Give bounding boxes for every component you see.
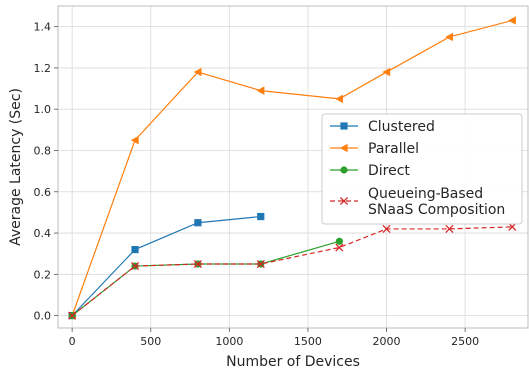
x-tick-label: 1500	[294, 335, 322, 348]
legend-label: Direct	[368, 163, 410, 179]
series-layer	[67, 16, 517, 320]
legend-marker	[339, 143, 348, 153]
data-point-parallel	[335, 94, 343, 104]
data-point-clustered	[131, 245, 139, 254]
legend-label: Parallel	[368, 141, 419, 157]
legend-label: Queueing-Based SNaaS Composition	[368, 186, 505, 218]
data-point-parallel	[193, 67, 202, 77]
legend: Clustered Parallel Direct Queueing-Based SNa…	[321, 113, 523, 225]
y-tick-label: 0.8	[34, 144, 52, 157]
data-point-parallel	[382, 67, 391, 77]
legend-entry-direct: Direct	[330, 163, 410, 179]
data-point-queueing-based-snaas-composition	[382, 224, 391, 233]
tick-labels: 0 500 1000 1500 2000 2500 0.0 0.2 0.4 0.6 0.8 1.0 1.…	[34, 21, 480, 348]
x-tick-label: 1000	[215, 335, 243, 348]
legend-box	[321, 113, 523, 225]
x-tick-label: 0	[69, 335, 76, 348]
series-clustered	[68, 212, 265, 320]
data-point-clustered	[257, 212, 265, 221]
data-point-queueing-based-snaas-composition	[68, 311, 77, 320]
plot-frame	[57, 5, 529, 329]
data-point-parallel	[445, 32, 454, 42]
data-point-direct	[335, 237, 343, 245]
y-tick-label: 1.2	[34, 62, 52, 75]
series-queueing-based-snaas-composition	[68, 222, 517, 320]
series-line-direct	[71, 240, 340, 317]
legend-entry-parallel: Parallel	[330, 141, 419, 157]
y-tick-label: 1.0	[34, 103, 52, 116]
legend-label: Clustered	[368, 119, 435, 135]
y-tick-label: 0.2	[34, 268, 52, 281]
legend-entry-clustered: Clustered	[330, 119, 435, 135]
data-point-parallel	[508, 16, 516, 25]
data-point-parallel	[130, 135, 139, 145]
data-point-parallel	[256, 86, 265, 95]
x-axis-label: Number of Devices	[226, 354, 360, 370]
data-point-queueing-based-snaas-composition	[256, 259, 265, 269]
legend-marker	[339, 196, 349, 206]
series-direct	[68, 237, 343, 320]
y-tick-label: 1.4	[34, 21, 52, 34]
y-tick-label: 0.6	[34, 186, 52, 199]
y-tick-label: 0.4	[34, 227, 52, 240]
data-point-queueing-based-snaas-composition	[193, 259, 202, 269]
series-line-clustered	[71, 215, 261, 317]
legend-marker	[340, 122, 348, 130]
x-tick-label: 500	[140, 335, 161, 348]
x-tick-label: 2500	[451, 335, 479, 348]
data-point-queueing-based-snaas-composition	[445, 224, 454, 233]
y-axis-label: Average Latency (Sec)	[8, 88, 24, 246]
x-tick-label: 2000	[373, 335, 401, 348]
data-point-queueing-based-snaas-composition	[130, 262, 140, 271]
series-line-queueing-based-snaas-composition	[71, 226, 513, 317]
series-line-parallel	[71, 19, 513, 316]
data-point-queueing-based-snaas-composition	[335, 243, 344, 252]
data-point-clustered	[194, 219, 202, 227]
legend-marker	[340, 166, 348, 174]
y-tick-label: 0.0	[34, 310, 52, 323]
legend-entry-queueing-based-snaas-composition: Queueing-Based SNaaS Composition	[330, 186, 505, 218]
